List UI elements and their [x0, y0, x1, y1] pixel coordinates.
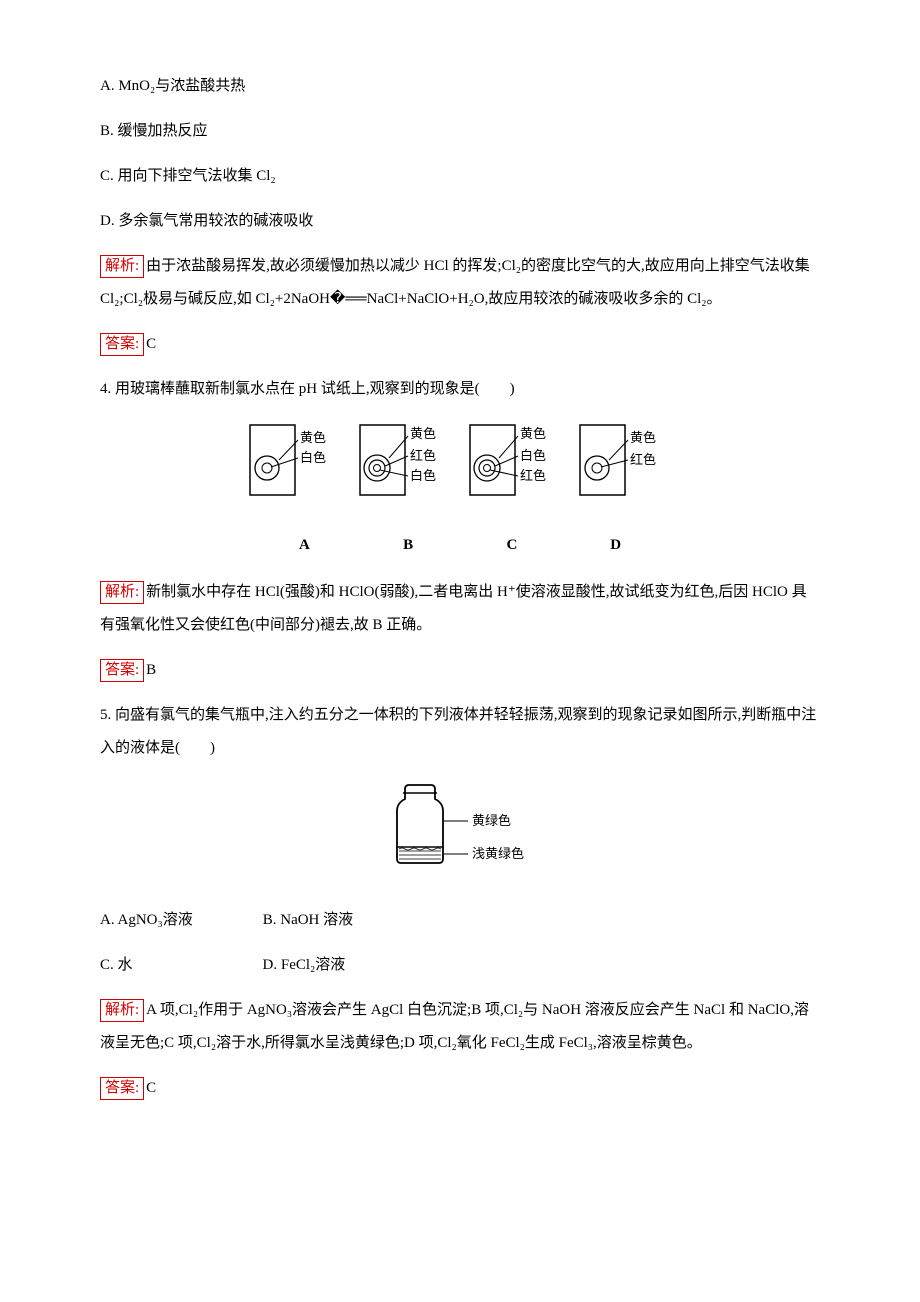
q4-analysis-line: 解析:新制氯水中存在 HCl(强酸)和 HClO(弱酸),二者电离出 H⁺使溶液… [100, 576, 820, 642]
q4-b-lbl-yellow: 黄色 [410, 426, 436, 441]
q3-analysis-text: 由于浓盐酸易挥发,故必须缓慢加热以减少 HCl 的挥发;Cl₂的密度比空气的大,… [100, 258, 810, 307]
q5-analysis-line: 解析:A 项,Cl₂作用于 AgNO₃溶液会产生 AgCl 白色沉淀;B 项,C… [100, 994, 820, 1060]
q4-a-lbl-yellow: 黄色 [300, 430, 326, 445]
q3-option-a: A. MnO₂与浓盐酸共热 [100, 70, 820, 103]
q4-d-lbl-red: 红色 [630, 452, 656, 467]
q4-label-d: D [566, 529, 666, 562]
analysis-tag: 解析: [100, 255, 144, 278]
q4-figure-svg: 黄色 白色 黄色 红色 白色 黄色 白色 红色 [245, 420, 675, 510]
q3-answer: C [146, 336, 156, 352]
q4-label-b: B [358, 529, 458, 562]
q4-b-lbl-red: 红色 [410, 448, 436, 463]
q4-label-c: C [462, 529, 562, 562]
q3-analysis-line: 解析:由于浓盐酸易挥发,故必须缓慢加热以减少 HCl 的挥发;Cl₂的密度比空气… [100, 250, 820, 316]
answer-tag: 答案: [100, 659, 144, 682]
q5-bottle-liquid-label: 浅黄绿色 [472, 846, 524, 861]
q5-options-row1: A. AgNO₃溶液 B. NaOH 溶液 [100, 904, 820, 937]
q4-panel-c: 黄色 白色 红色 [470, 425, 546, 495]
q4-c-lbl-white: 白色 [520, 448, 546, 463]
q4-b-lbl-white: 白色 [410, 468, 436, 483]
q4-analysis-text: 新制氯水中存在 HCl(强酸)和 HClO(弱酸),二者电离出 H⁺使溶液显酸性… [100, 584, 807, 633]
q5-option-a: A. AgNO₃溶液 [100, 912, 193, 928]
answer-tag: 答案: [100, 1077, 144, 1100]
analysis-tag: 解析: [100, 999, 144, 1022]
q3-option-b: B. 缓慢加热反应 [100, 115, 820, 148]
q4-label-a: A [254, 529, 354, 562]
q5-stem: 5. 向盛有氯气的集气瓶中,注入约五分之一体积的下列液体并轻轻振荡,观察到的现象… [100, 699, 820, 765]
q4-figure-row: 黄色 白色 黄色 红色 白色 黄色 白色 红色 [100, 420, 820, 523]
q5-option-c: C. 水 [100, 957, 133, 973]
q4-answer: B [146, 662, 156, 678]
q4-d-lbl-yellow: 黄色 [630, 430, 656, 445]
q5-analysis-text: A 项,Cl₂作用于 AgNO₃溶液会产生 AgCl 白色沉淀;B 项,Cl₂与… [100, 1002, 809, 1051]
q5-options-row2: C. 水 D. FeCl₂溶液 [100, 949, 820, 982]
q5-answer-line: 答案:C [100, 1072, 820, 1105]
q4-a-lbl-white: 白色 [300, 450, 326, 465]
q5-bottle-gas-label: 黄绿色 [472, 813, 511, 828]
q4-panel-d: 黄色 红色 [580, 425, 656, 495]
q3-answer-line: 答案:C [100, 328, 820, 361]
q4-panel-b: 黄色 红色 白色 [360, 425, 436, 495]
q5-answer: C [146, 1080, 156, 1096]
q4-panel-a: 黄色 白色 [250, 425, 326, 495]
q5-bottle-figure: 黄绿色 浅黄绿色 [100, 781, 820, 884]
q4-answer-line: 答案:B [100, 654, 820, 687]
q5-option-d: D. FeCl₂溶液 [263, 957, 346, 973]
q5-option-b: B. NaOH 溶液 [263, 912, 353, 928]
q4-c-lbl-red: 红色 [520, 468, 546, 483]
answer-tag: 答案: [100, 333, 144, 356]
q4-c-lbl-yellow: 黄色 [520, 426, 546, 441]
analysis-tag: 解析: [100, 581, 144, 604]
q4-figure-labels: A B C D [100, 529, 820, 562]
q4-stem: 4. 用玻璃棒蘸取新制氯水点在 pH 试纸上,观察到的现象是( ) [100, 373, 820, 406]
q5-bottle-svg: 黄绿色 浅黄绿色 [350, 781, 570, 871]
q3-option-d: D. 多余氯气常用较浓的碱液吸收 [100, 205, 820, 238]
q3-option-c: C. 用向下排空气法收集 Cl₂ [100, 160, 820, 193]
